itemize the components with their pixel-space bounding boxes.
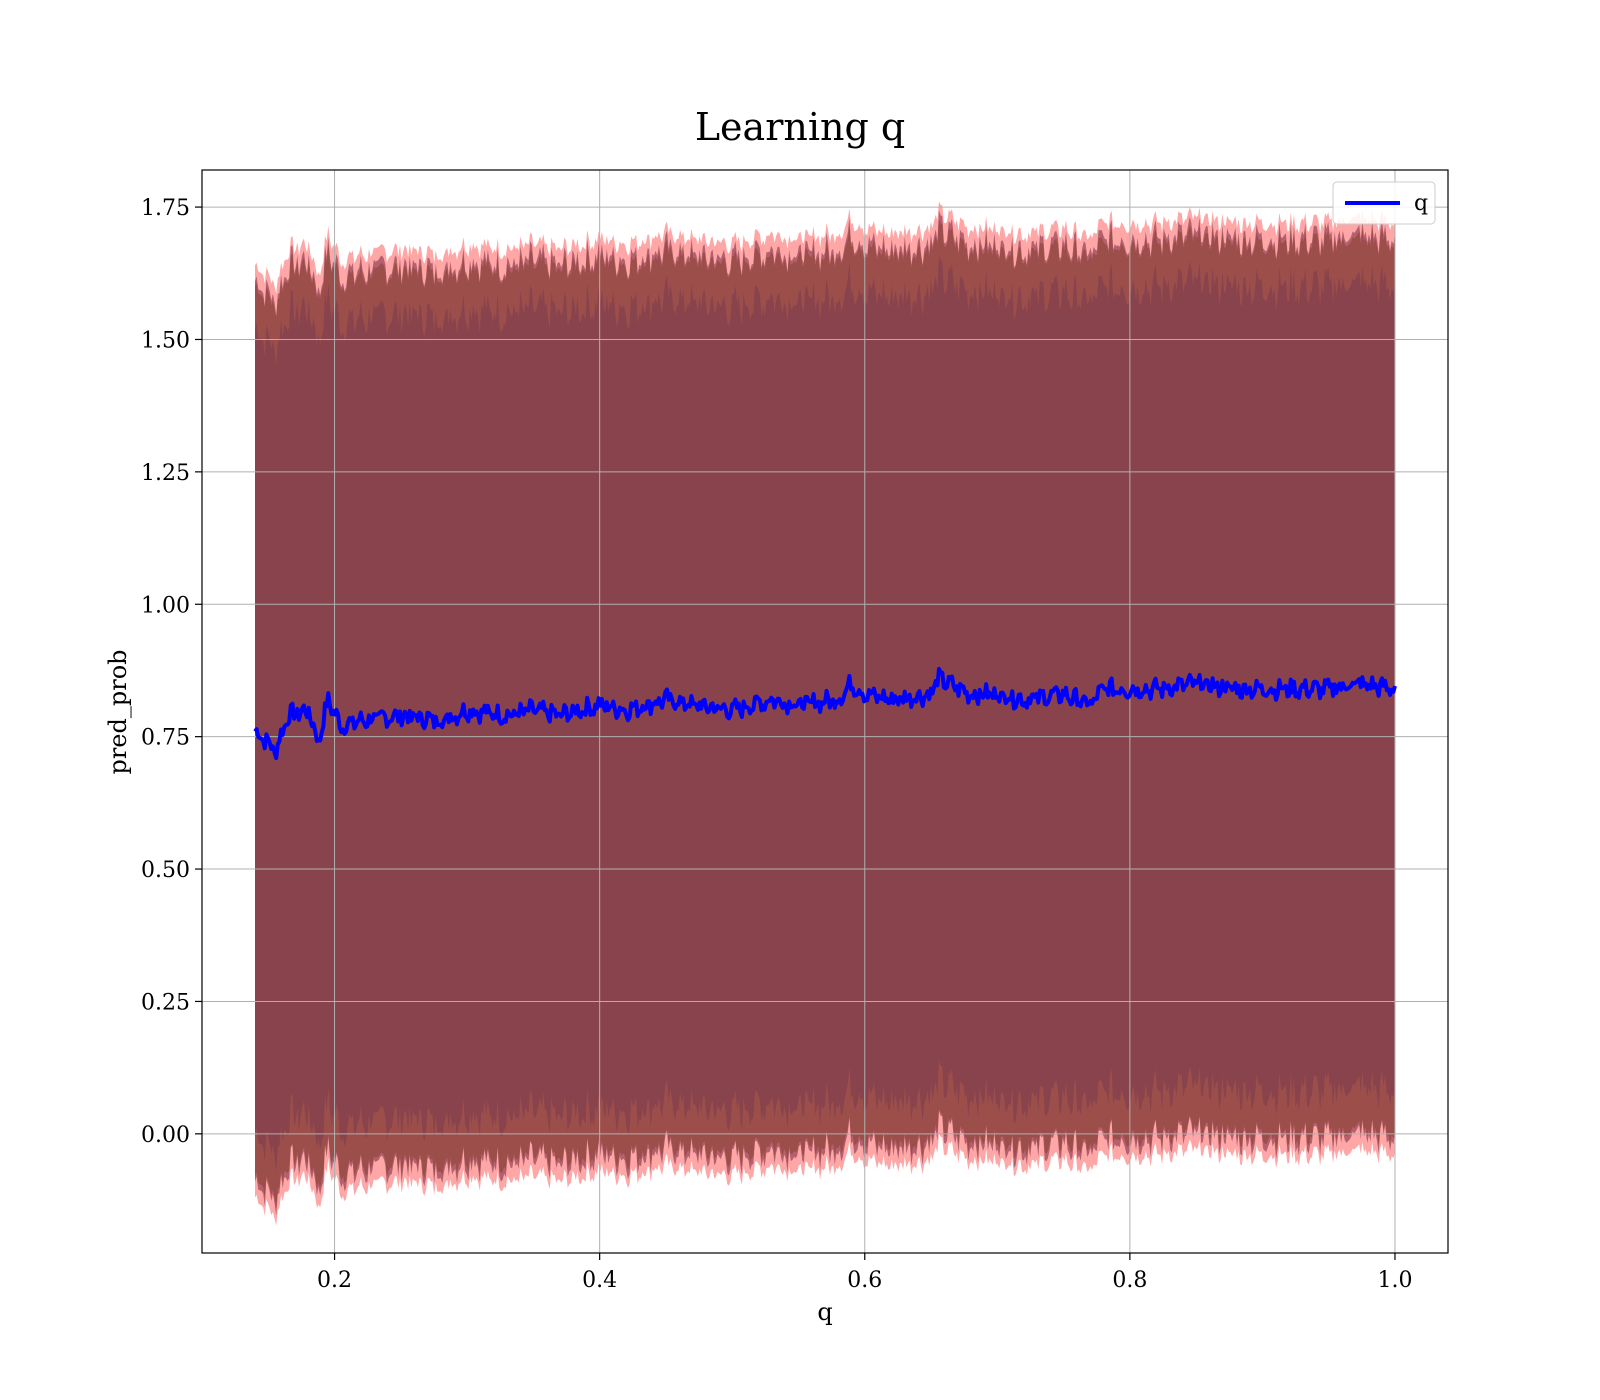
x-tick-label: 0.6 (847, 1268, 882, 1293)
legend: q (1332, 181, 1436, 225)
y-tick-label: 0.25 (141, 990, 190, 1015)
grid-lines (202, 170, 1448, 1253)
y-tick-label: 1.25 (141, 461, 190, 486)
x-tick-label: 1.0 (1377, 1268, 1412, 1293)
axes-frame (201, 169, 1449, 1254)
series-lines (253, 666, 1397, 761)
legend-label: q (1414, 191, 1428, 216)
x-axis-ticks: 0.2 0.4 0.6 0.8 1.0 (317, 1253, 1412, 1293)
x-tick-label: 0.4 (582, 1268, 617, 1293)
y-tick-label: 0.00 (141, 1123, 190, 1148)
confidence-band-3 (255, 254, 1395, 1172)
y-axis-label: pred_prob (104, 649, 132, 774)
x-tick-label: 0.8 (1112, 1268, 1147, 1293)
y-tick-label: 1.75 (141, 196, 190, 221)
y-tick-label: 0.50 (141, 858, 190, 883)
y-tick-label: 1.00 (141, 593, 190, 618)
x-tick-label: 0.2 (317, 1268, 352, 1293)
series-line-q (253, 666, 1397, 761)
plot-area (201, 169, 1449, 1254)
chart-title: Learning q (695, 105, 905, 149)
y-axis-ticks: 0.00 0.25 0.50 0.75 1.00 1.25 1.50 1.75 (141, 196, 202, 1148)
y-tick-label: 0.75 (141, 726, 190, 751)
x-axis-label: q (817, 1298, 832, 1326)
y-tick-label: 1.50 (141, 328, 190, 353)
confidence-bands (255, 201, 1395, 1226)
